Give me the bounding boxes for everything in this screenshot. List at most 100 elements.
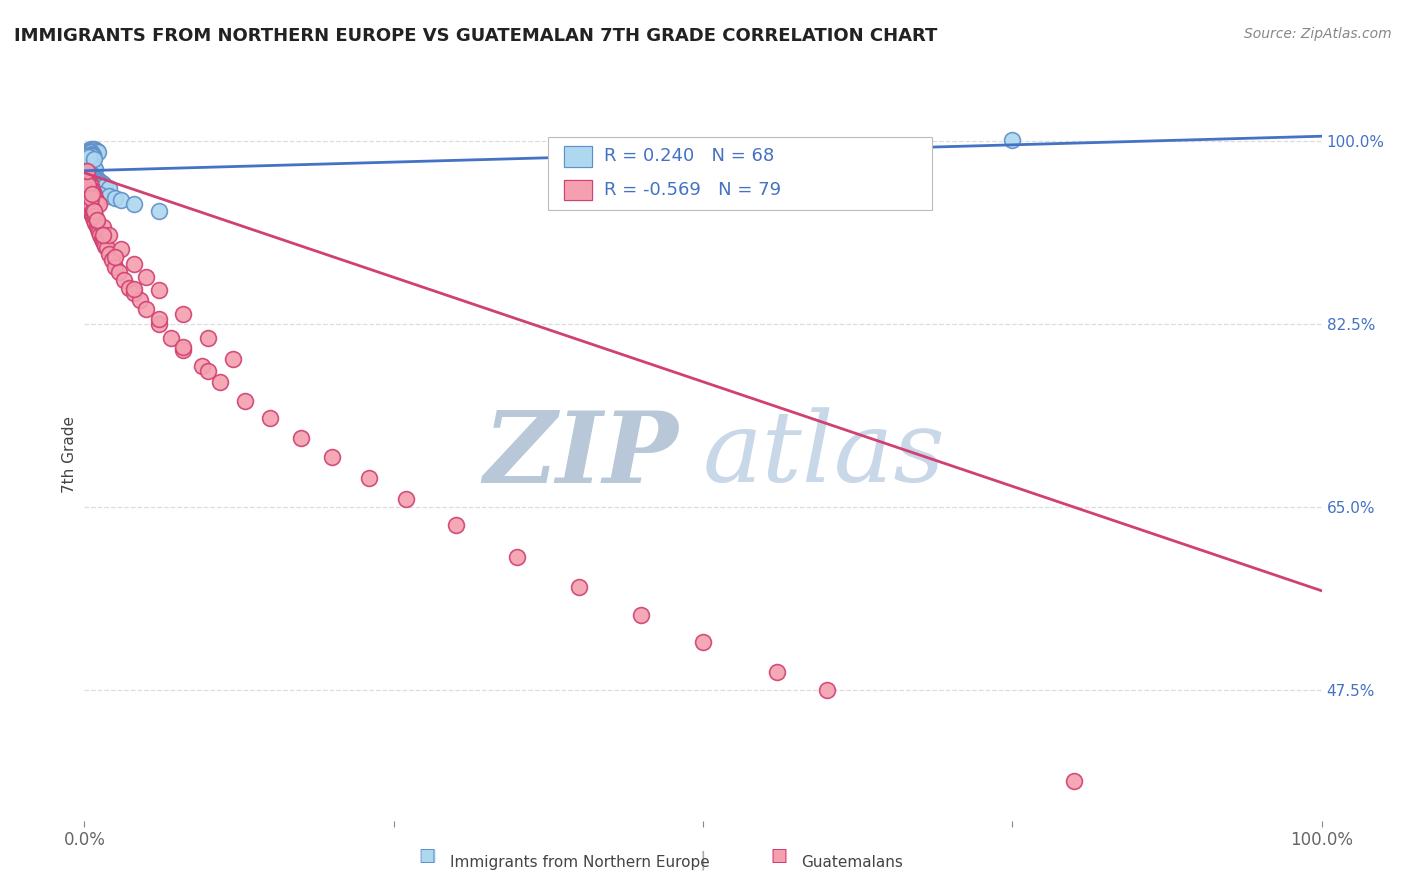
Point	[79, 145, 101, 159]
Point	[118, 281, 141, 295]
Bar	[564, 180, 592, 201]
Point	[84, 161, 107, 176]
Point	[122, 257, 145, 271]
Point	[122, 285, 145, 300]
Point	[94, 179, 117, 194]
Point	[76, 153, 98, 168]
Text: IMMIGRANTS FROM NORTHERN EUROPE VS GUATEMALAN 7TH GRADE CORRELATION CHART: IMMIGRANTS FROM NORTHERN EUROPE VS GUATE…	[14, 27, 938, 45]
Point	[79, 145, 101, 160]
Point	[766, 665, 789, 680]
Point	[83, 152, 105, 166]
Point	[104, 191, 127, 205]
Text: ZIP: ZIP	[484, 407, 678, 503]
Y-axis label: 7th Grade: 7th Grade	[62, 417, 77, 493]
Point	[815, 683, 838, 698]
Point	[80, 208, 103, 222]
Point	[91, 234, 114, 248]
Text: Guatemalans: Guatemalans	[801, 855, 903, 870]
Point	[89, 228, 111, 243]
Point	[129, 293, 152, 308]
Point	[160, 331, 183, 345]
Point	[96, 241, 118, 255]
Point	[148, 204, 170, 219]
Point	[83, 161, 105, 175]
Point	[83, 187, 105, 202]
Point	[108, 265, 131, 279]
FancyBboxPatch shape	[548, 136, 932, 210]
Point	[79, 142, 101, 156]
Point	[82, 185, 104, 199]
Point	[89, 174, 111, 188]
Point	[76, 162, 98, 177]
Point	[79, 157, 101, 171]
Point	[82, 169, 104, 183]
Point	[79, 153, 101, 168]
Point	[79, 191, 101, 205]
Point	[77, 200, 100, 214]
Point	[77, 163, 100, 178]
Point	[98, 188, 121, 202]
Bar	[564, 180, 592, 201]
Point	[84, 216, 107, 230]
Point	[1063, 773, 1085, 788]
Point	[86, 212, 108, 227]
Point	[80, 159, 103, 173]
Point	[209, 375, 232, 389]
Point	[77, 182, 100, 196]
Point	[444, 517, 467, 532]
Point	[87, 173, 110, 187]
Point	[148, 318, 170, 332]
Point	[290, 431, 312, 445]
Point	[112, 273, 135, 287]
Text: atlas: atlas	[703, 408, 946, 502]
Point	[93, 235, 115, 250]
Point	[79, 149, 101, 163]
Text: □: □	[770, 847, 787, 865]
Point	[80, 147, 103, 161]
Point	[77, 152, 100, 166]
Point	[77, 156, 100, 170]
Point	[357, 471, 380, 485]
Point	[76, 145, 98, 159]
Point	[148, 312, 170, 326]
Point	[82, 148, 104, 162]
Point	[76, 163, 98, 178]
Point	[692, 635, 714, 649]
Text: Immigrants from Northern Europe: Immigrants from Northern Europe	[450, 855, 710, 870]
Point	[87, 222, 110, 236]
Point	[259, 411, 281, 425]
Point	[91, 178, 114, 192]
Point	[89, 225, 111, 239]
Point	[79, 148, 101, 162]
Point	[98, 228, 121, 243]
Point	[76, 148, 98, 162]
Point	[87, 145, 110, 159]
Point	[76, 171, 98, 186]
Point	[80, 168, 103, 182]
Point	[506, 550, 529, 565]
Point	[104, 260, 127, 274]
Point	[77, 155, 100, 169]
Point	[79, 202, 101, 217]
Point	[90, 232, 112, 246]
Point	[83, 142, 105, 156]
Point	[79, 167, 101, 181]
Point	[395, 491, 418, 506]
Point	[222, 351, 245, 366]
Point	[104, 251, 127, 265]
Point	[82, 203, 104, 218]
Point	[100, 252, 122, 267]
Point	[80, 182, 103, 196]
Point	[83, 204, 105, 219]
Point	[630, 607, 652, 622]
Point	[76, 149, 98, 163]
Point	[86, 219, 108, 233]
Point	[568, 580, 591, 594]
Point	[79, 205, 101, 219]
Point	[86, 144, 108, 158]
Point	[93, 178, 115, 193]
Point	[84, 186, 107, 200]
Point	[197, 364, 219, 378]
Point	[77, 178, 100, 193]
Point	[191, 359, 214, 373]
